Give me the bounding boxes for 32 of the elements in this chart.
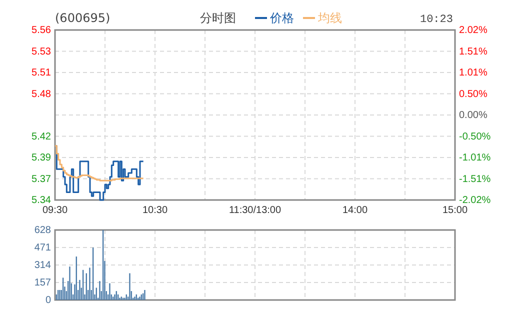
y-tick-label: 5.34	[32, 195, 52, 206]
chart-title: (600695)	[55, 11, 110, 25]
y-tick-label: 5.37	[32, 174, 52, 185]
text: 10:23	[420, 14, 453, 26]
y-tick-label: 5.53	[32, 46, 52, 58]
y2-tick-label: 1.51%	[459, 46, 488, 58]
y2-tick-label: -2.02%	[459, 195, 491, 206]
y2-tick-label: 0.00%	[459, 110, 488, 122]
y2-tick-label: 1.01%	[459, 68, 488, 79]
chart-subtitle: 分时图	[200, 11, 236, 25]
y-tick-label: 5.42	[32, 131, 52, 142]
y-tick-label: 5.48	[32, 88, 52, 100]
y2-tick-label: -1.51%	[459, 174, 491, 185]
y-tick-label: 5.51	[32, 68, 52, 79]
x-tick-label: 10:30	[142, 205, 168, 216]
x-tick-label: 09:30	[42, 205, 68, 216]
y-tick-label: 157	[34, 278, 52, 289]
x-tick-label: 15:00	[442, 205, 468, 216]
y2-tick-label: -1.01%	[459, 152, 491, 164]
y-tick-label: 0	[45, 295, 52, 306]
y2-tick-label: 0.50%	[459, 88, 488, 100]
y2-tick-label: 2.02%	[459, 25, 488, 36]
x-tick-label: 14:00	[342, 205, 368, 216]
legend-label: 价格	[269, 11, 294, 25]
y-tick-label: 5.39	[32, 152, 52, 164]
y-tick-label: 471	[34, 242, 52, 254]
y2-tick-label: -0.50%	[459, 131, 491, 142]
y-tick-label: 628	[34, 225, 52, 236]
y-tick-label: 314	[34, 260, 52, 272]
x-tick-label: 11:30/13:00	[228, 205, 282, 216]
legend-label: 均线	[317, 11, 342, 25]
y-tick-label: 5.56	[32, 25, 52, 36]
